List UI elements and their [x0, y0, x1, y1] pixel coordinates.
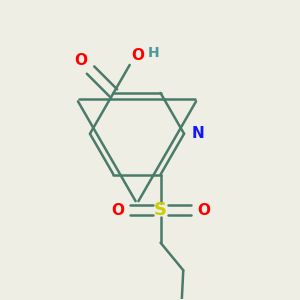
Text: O: O	[197, 203, 210, 218]
Text: H: H	[148, 46, 159, 60]
Text: O: O	[74, 53, 87, 68]
Text: N: N	[191, 126, 204, 141]
Text: O: O	[111, 203, 124, 218]
Text: O: O	[131, 48, 144, 63]
Text: S: S	[154, 201, 167, 219]
